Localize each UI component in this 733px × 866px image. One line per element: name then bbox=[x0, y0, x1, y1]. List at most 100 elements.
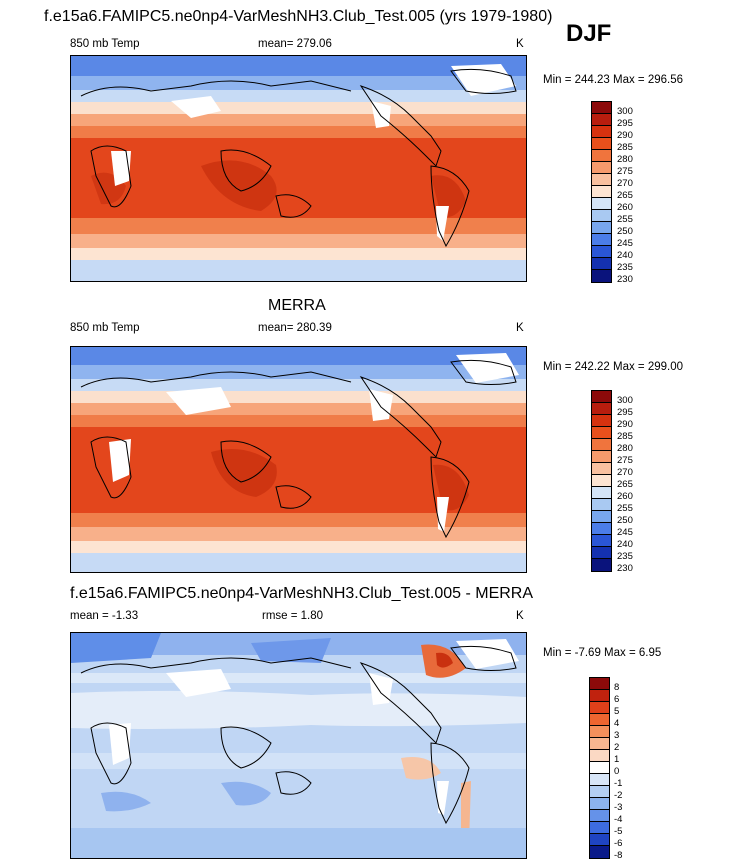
panel3-map bbox=[70, 632, 527, 859]
colorbar-tick: -1 bbox=[614, 778, 623, 789]
panel3-colorbar-swatch bbox=[590, 798, 609, 810]
panel1-colorbar-swatch bbox=[592, 210, 611, 222]
colorbar-tick: 240 bbox=[617, 539, 633, 550]
colorbar-tick: 290 bbox=[617, 419, 633, 430]
colorbar-tick: 4 bbox=[614, 718, 620, 729]
panel3-colorbar-swatch bbox=[590, 834, 609, 846]
colorbar-tick: -2 bbox=[614, 790, 623, 801]
panel3-colorbar-swatch bbox=[590, 714, 609, 726]
colorbar-tick: -6 bbox=[614, 838, 623, 849]
colorbar-tick: -8 bbox=[614, 850, 623, 861]
colorbar-tick: 250 bbox=[617, 226, 633, 237]
colorbar-tick: 2 bbox=[614, 742, 620, 753]
panel3-colorbar-swatch bbox=[590, 726, 609, 738]
panel2-colorbar-swatch bbox=[592, 427, 611, 439]
panel3-colorbar-swatch bbox=[590, 678, 609, 690]
season-label: DJF bbox=[566, 20, 612, 47]
panel2-colorbar-swatch bbox=[592, 535, 611, 547]
panel3-colorbar bbox=[589, 677, 610, 859]
colorbar-tick: 275 bbox=[617, 455, 633, 466]
colorbar-tick: 270 bbox=[617, 467, 633, 478]
panel3-colorbar-swatch bbox=[590, 762, 609, 774]
colorbar-tick: 3 bbox=[614, 730, 620, 741]
panel3-colorbar-swatch bbox=[590, 750, 609, 762]
colorbar-tick: 245 bbox=[617, 527, 633, 538]
panel1-colorbar-swatch bbox=[592, 246, 611, 258]
colorbar-tick: 280 bbox=[617, 154, 633, 165]
panel3-mean: mean = -1.33 bbox=[70, 610, 139, 622]
colorbar-tick: 250 bbox=[617, 515, 633, 526]
colorbar-tick: 230 bbox=[617, 563, 633, 574]
panel1-variable: 850 mb Temp bbox=[70, 38, 140, 50]
colorbar-tick: 275 bbox=[617, 166, 633, 177]
colorbar-tick: -5 bbox=[614, 826, 623, 837]
colorbar-tick: 8 bbox=[614, 682, 620, 693]
panel1-map-svg bbox=[71, 56, 526, 281]
colorbar-tick: 270 bbox=[617, 178, 633, 189]
panel3-colorbar-swatch bbox=[590, 738, 609, 750]
panel1-units: K bbox=[516, 38, 524, 50]
panel1-colorbar-swatch bbox=[592, 258, 611, 270]
panel1-colorbar bbox=[591, 101, 612, 283]
panel2-colorbar-swatch bbox=[592, 403, 611, 415]
colorbar-tick: 290 bbox=[617, 130, 633, 141]
panel2-units: K bbox=[516, 322, 524, 334]
panel1-colorbar-swatch bbox=[592, 162, 611, 174]
panel2-colorbar bbox=[591, 390, 612, 572]
panel2-map bbox=[70, 346, 527, 573]
panel2-colorbar-swatch bbox=[592, 451, 611, 463]
panel3-title: f.e15a6.FAMIPC5.ne0np4-VarMeshNH3.Club_T… bbox=[70, 585, 534, 602]
panel2-colorbar-swatch bbox=[592, 499, 611, 511]
panel1-colorbar-swatch bbox=[592, 102, 611, 114]
panel2-colorbar-swatch bbox=[592, 391, 611, 403]
colorbar-tick: 300 bbox=[617, 395, 633, 406]
colorbar-tick: 5 bbox=[614, 706, 620, 717]
colorbar-tick: 6 bbox=[614, 694, 620, 705]
panel3-colorbar-swatch bbox=[590, 774, 609, 786]
panel3-colorbar-swatch bbox=[590, 810, 609, 822]
panel3-rmse: rmse = 1.80 bbox=[262, 610, 324, 622]
panel1-colorbar-swatch bbox=[592, 150, 611, 162]
colorbar-tick: 0 bbox=[614, 766, 620, 777]
colorbar-tick: 235 bbox=[617, 551, 633, 562]
colorbar-tick: -3 bbox=[614, 802, 623, 813]
colorbar-tick: 295 bbox=[617, 118, 633, 129]
panel3-units: K bbox=[516, 610, 524, 622]
figure-title: f.e15a6.FAMIPC5.ne0np4-VarMeshNH3.Club_T… bbox=[44, 8, 553, 25]
colorbar-tick: 260 bbox=[617, 202, 633, 213]
colorbar-tick: 1 bbox=[614, 754, 620, 765]
panel2-colorbar-swatch bbox=[592, 475, 611, 487]
panel2-title: MERRA bbox=[268, 297, 326, 314]
panel3-colorbar-swatch bbox=[590, 702, 609, 714]
panel1-colorbar-swatch bbox=[592, 270, 611, 282]
panel1-colorbar-swatch bbox=[592, 114, 611, 126]
colorbar-tick: 260 bbox=[617, 491, 633, 502]
colorbar-tick: 265 bbox=[617, 190, 633, 201]
colorbar-tick: 265 bbox=[617, 479, 633, 490]
colorbar-tick: 230 bbox=[617, 274, 633, 285]
panel2-variable: 850 mb Temp bbox=[70, 322, 140, 334]
panel1-map bbox=[70, 55, 527, 282]
colorbar-tick: 255 bbox=[617, 503, 633, 514]
panel1-colorbar-swatch bbox=[592, 198, 611, 210]
panel3-colorbar-swatch bbox=[590, 822, 609, 834]
colorbar-tick: 295 bbox=[617, 407, 633, 418]
colorbar-tick: 285 bbox=[617, 142, 633, 153]
colorbar-tick: -4 bbox=[614, 814, 623, 825]
panel1-colorbar-swatch bbox=[592, 138, 611, 150]
panel2-colorbar-swatch bbox=[592, 511, 611, 523]
colorbar-tick: 285 bbox=[617, 431, 633, 442]
panel3-minmax: Min = -7.69 Max = 6.95 bbox=[543, 647, 662, 659]
panel1-colorbar-swatch bbox=[592, 234, 611, 246]
panel2-colorbar-swatch bbox=[592, 487, 611, 499]
colorbar-tick: 245 bbox=[617, 238, 633, 249]
colorbar-tick: 300 bbox=[617, 106, 633, 117]
panel2-colorbar-swatch bbox=[592, 559, 611, 571]
panel3-map-svg bbox=[71, 633, 526, 858]
panel2-mean: mean= 280.39 bbox=[258, 322, 332, 334]
panel1-colorbar-swatch bbox=[592, 126, 611, 138]
panel1-colorbar-swatch bbox=[592, 174, 611, 186]
panel2-colorbar-swatch bbox=[592, 415, 611, 427]
panel2-colorbar-swatch bbox=[592, 439, 611, 451]
colorbar-tick: 255 bbox=[617, 214, 633, 225]
